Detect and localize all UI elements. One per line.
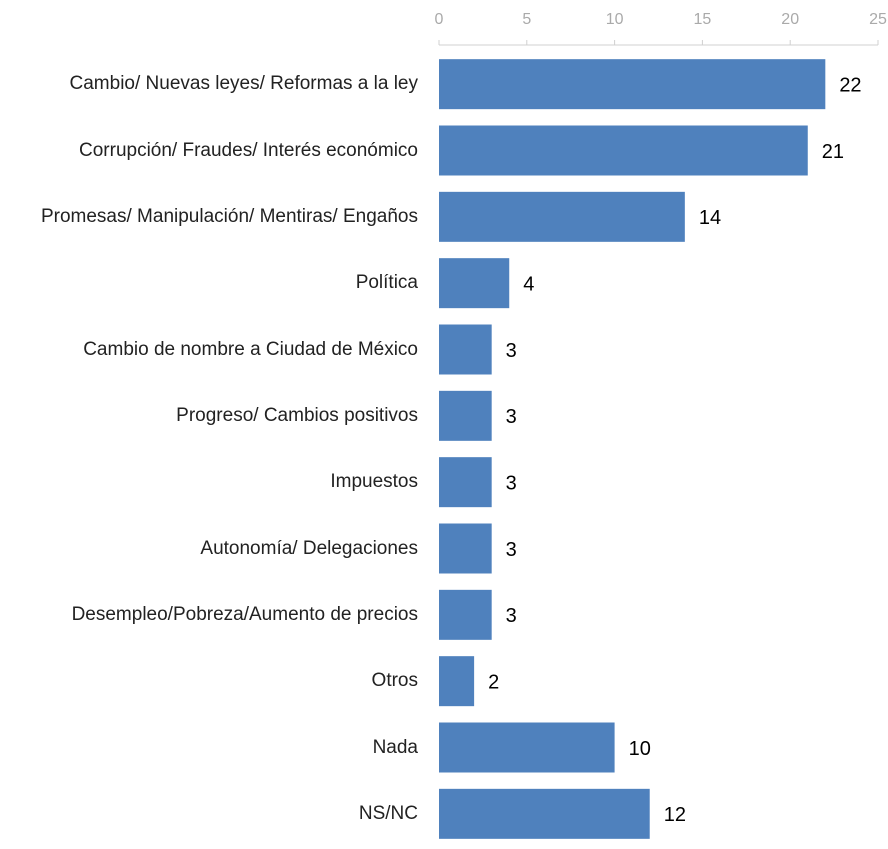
value-label: 4 [523, 273, 534, 295]
category-label-box: Promesas/ Manipulación/ Mentiras/ Engaño… [4, 187, 418, 247]
y-tick-label: Nada [372, 736, 418, 758]
category-label-box: Nada [4, 718, 418, 778]
bar [439, 457, 492, 508]
category-label-box: Autonomía/ Delegaciones [4, 519, 418, 579]
x-tick-label: 10 [606, 11, 624, 28]
y-tick-label: Progreso/ Cambios positivos [176, 404, 418, 426]
bar [439, 258, 510, 309]
y-tick-label: Cambio/ Nuevas leyes/ Reformas a la ley [69, 73, 418, 95]
category-label-box: Progreso/ Cambios positivos [4, 386, 418, 446]
value-label: 10 [629, 738, 651, 760]
y-tick-label: Política [355, 272, 418, 294]
value-label: 3 [506, 539, 517, 561]
y-tick-label: Promesas/ Manipulación/ Mentiras/ Engaño… [40, 205, 418, 227]
y-tick-label: Cambio de nombre a Ciudad de México [83, 338, 418, 360]
category-label-box: Corrupción/ Fraudes/ Interés económico [4, 121, 418, 181]
bar [439, 125, 808, 176]
bar [439, 324, 492, 375]
bar [439, 191, 685, 242]
y-tick-label: NS/NC [358, 802, 418, 824]
value-label: 3 [506, 472, 517, 494]
value-label: 3 [506, 340, 517, 362]
category-label-box: NS/NC [4, 784, 418, 844]
value-label: 3 [506, 605, 517, 627]
x-tick-label: 0 [435, 11, 444, 28]
value-label: 2 [488, 671, 499, 693]
category-label-box: Desempleo/Pobreza/Aumento de precios [4, 585, 418, 645]
value-label: 3 [506, 406, 517, 428]
bar [439, 788, 650, 839]
category-label-box: Otros [4, 651, 418, 711]
x-tick-label: 5 [522, 11, 531, 28]
bar [439, 722, 615, 773]
value-label: 22 [839, 74, 861, 96]
y-tick-label: Desempleo/Pobreza/Aumento de precios [71, 603, 418, 625]
value-label: 12 [664, 804, 686, 826]
y-tick-label: Impuestos [330, 471, 418, 493]
bar [439, 523, 492, 574]
x-tick-label: 20 [781, 11, 799, 28]
category-label-box: Política [4, 253, 418, 313]
y-tick-label: Otros [371, 670, 418, 692]
bar [439, 59, 826, 110]
y-tick-label: Corrupción/ Fraudes/ Interés económico [79, 139, 418, 161]
category-label-box: Cambio/ Nuevas leyes/ Reformas a la ley [4, 54, 418, 114]
bar [439, 589, 492, 640]
category-label-box: Cambio de nombre a Ciudad de México [4, 320, 418, 380]
bar [439, 390, 492, 441]
value-label: 21 [822, 141, 844, 163]
x-tick-label: 15 [694, 11, 712, 28]
bar [439, 656, 475, 707]
category-label-box: Impuestos [4, 452, 418, 512]
value-label: 14 [699, 207, 721, 229]
x-tick-label: 25 [869, 11, 887, 28]
y-tick-label: Autonomía/ Delegaciones [200, 537, 418, 559]
